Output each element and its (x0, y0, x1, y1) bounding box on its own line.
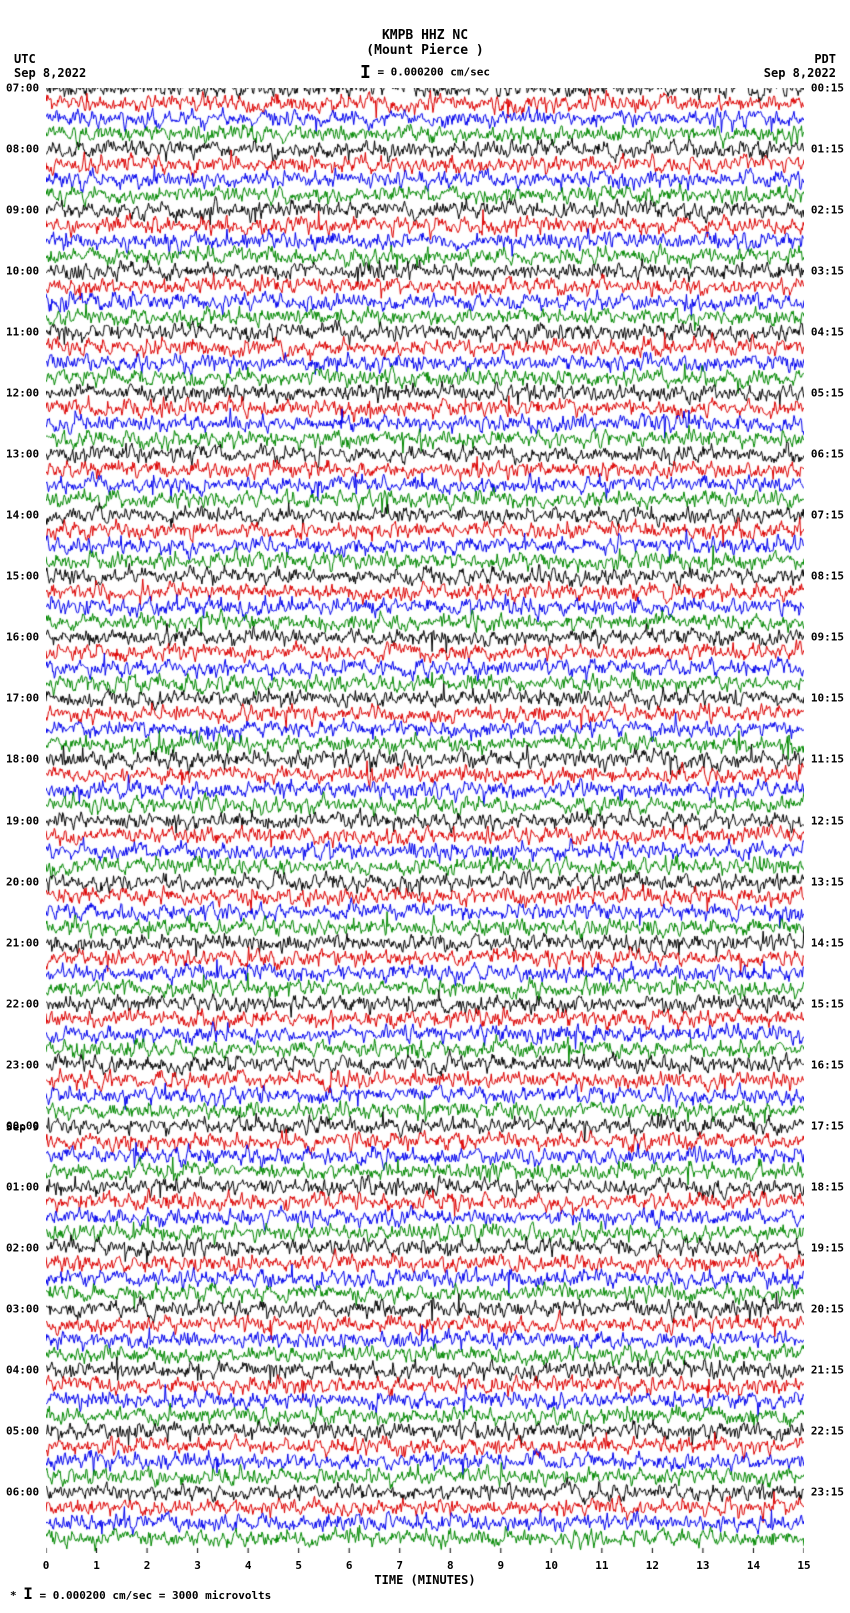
x-tick: 0 (43, 1559, 50, 1572)
scale-bar: I = 0.000200 cm/sec (0, 62, 850, 83)
helicorder-chart (46, 88, 804, 1553)
x-axis-title: TIME (MINUTES) (374, 1573, 475, 1587)
x-tick: 8 (447, 1559, 454, 1572)
x-axis: TIME (MINUTES) 0123456789101112131415 (46, 1559, 804, 1577)
pdt-time-label: 12:15 (804, 814, 844, 827)
tz-left-label: UTC (14, 52, 86, 66)
x-tick: 3 (194, 1559, 201, 1572)
utc-time-label: 18:00 (6, 753, 46, 766)
pdt-time-label: 19:15 (804, 1241, 844, 1254)
utc-time-label: 23:00 (6, 1058, 46, 1071)
x-tick: 2 (144, 1559, 151, 1572)
pdt-time-label: 13:15 (804, 875, 844, 888)
x-tick: 12 (646, 1559, 659, 1572)
x-tick: 13 (696, 1559, 709, 1572)
scale-bar-icon: I (360, 62, 371, 83)
pdt-time-label: 03:15 (804, 265, 844, 278)
x-tick: 11 (595, 1559, 608, 1572)
utc-time-label: 10:00 (6, 265, 46, 278)
x-tick: 4 (245, 1559, 252, 1572)
pdt-time-label: 14:15 (804, 936, 844, 949)
footer-scale: * I = 0.000200 cm/sec = 3000 microvolts (10, 1584, 271, 1603)
pdt-time-label: 06:15 (804, 448, 844, 461)
pdt-time-label: 05:15 (804, 387, 844, 400)
x-tick: 6 (346, 1559, 353, 1572)
pdt-time-label: 10:15 (804, 692, 844, 705)
utc-time-label: 07:00 (6, 82, 46, 95)
pdt-time-label: 17:15 (804, 1119, 844, 1132)
pdt-time-label: 02:15 (804, 204, 844, 217)
timezone-right: PDT Sep 8,2022 (764, 52, 836, 80)
utc-time-label: 12:00 (6, 387, 46, 400)
utc-time-label: 02:00 (6, 1241, 46, 1254)
time-labels-pdt: 00:1501:1502:1503:1504:1505:1506:1507:15… (804, 88, 844, 1553)
utc-time-label: 17:00 (6, 692, 46, 705)
footer-prefix: * (10, 1589, 17, 1602)
pdt-time-label: 04:15 (804, 326, 844, 339)
footer-text: = 0.000200 cm/sec = 3000 microvolts (40, 1589, 272, 1602)
x-tick: 1 (93, 1559, 100, 1572)
utc-time-label: 19:00 (6, 814, 46, 827)
utc-time-label: 13:00 (6, 448, 46, 461)
utc-time-label: 14:00 (6, 509, 46, 522)
pdt-time-label: 00:15 (804, 82, 844, 95)
pdt-time-label: 20:15 (804, 1302, 844, 1315)
station-location: (Mount Pierce ) (0, 43, 850, 58)
pdt-time-label: 08:15 (804, 570, 844, 583)
pdt-time-label: 18:15 (804, 1180, 844, 1193)
utc-date-shift: Sep 9 (6, 1120, 39, 1133)
utc-time-label: 16:00 (6, 631, 46, 644)
pdt-time-label: 09:15 (804, 631, 844, 644)
x-tick: 9 (497, 1559, 504, 1572)
utc-time-label: 00:00Sep 9 (6, 1119, 46, 1132)
utc-time-label: 03:00 (6, 1302, 46, 1315)
scale-bar-value: = 0.000200 cm/sec (377, 66, 490, 79)
utc-time-label: 05:00 (6, 1424, 46, 1437)
utc-time-label: 21:00 (6, 936, 46, 949)
utc-time-label: 11:00 (6, 326, 46, 339)
utc-time-label: 06:00 (6, 1485, 46, 1498)
utc-time-label: 20:00 (6, 875, 46, 888)
utc-time-label: 08:00 (6, 143, 46, 156)
utc-time-label: 01:00 (6, 1180, 46, 1193)
utc-time-label: 15:00 (6, 570, 46, 583)
pdt-time-label: 22:15 (804, 1424, 844, 1437)
pdt-time-label: 07:15 (804, 509, 844, 522)
pdt-time-label: 16:15 (804, 1058, 844, 1071)
time-labels-utc: 07:0008:0009:0010:0011:0012:0013:0014:00… (6, 88, 46, 1553)
station-id: KMPB HHZ NC (0, 28, 850, 43)
header: KMPB HHZ NC (Mount Pierce ) I = 0.000200… (0, 0, 850, 83)
x-tick: 7 (396, 1559, 403, 1572)
pdt-time-label: 11:15 (804, 753, 844, 766)
footer-bar-icon: I (23, 1584, 33, 1603)
tz-right-date: Sep 8,2022 (764, 66, 836, 80)
pdt-time-label: 01:15 (804, 143, 844, 156)
x-tick: 10 (545, 1559, 558, 1572)
timezone-left: UTC Sep 8,2022 (14, 52, 86, 80)
pdt-time-label: 15:15 (804, 997, 844, 1010)
utc-time-label: 09:00 (6, 204, 46, 217)
x-tick: 14 (747, 1559, 760, 1572)
pdt-time-label: 21:15 (804, 1363, 844, 1376)
pdt-time-label: 23:15 (804, 1485, 844, 1498)
helicorder-canvas (46, 88, 804, 1553)
x-tick: 15 (797, 1559, 810, 1572)
utc-time-label: 22:00 (6, 997, 46, 1010)
tz-right-label: PDT (764, 52, 836, 66)
tz-left-date: Sep 8,2022 (14, 66, 86, 80)
utc-time-label: 04:00 (6, 1363, 46, 1376)
x-tick: 5 (295, 1559, 302, 1572)
